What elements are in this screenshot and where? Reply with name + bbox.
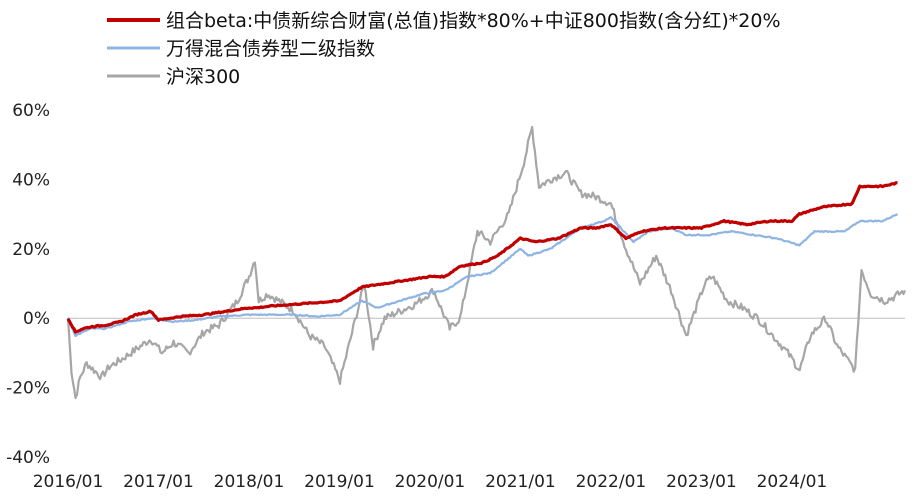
x-tick-label: 2021/01 bbox=[485, 472, 556, 492]
x-axis: 2016/01 2017/01 2018/01 2019/01 2020/01 2021/… bbox=[33, 472, 828, 492]
legend-label: 沪深300 bbox=[166, 66, 240, 88]
x-tick-label: 2016/01 bbox=[33, 472, 104, 492]
x-tick-label: 2024/01 bbox=[757, 472, 828, 492]
x-tick-label: 2017/01 bbox=[123, 472, 194, 492]
x-tick-label: 2020/01 bbox=[395, 472, 466, 492]
legend-label: 组合beta:中债新综合财富(总值)指数*80%+中证800指数(含分红)*20… bbox=[166, 10, 781, 32]
series-line-2 bbox=[66, 125, 906, 400]
x-tick-label: 2022/01 bbox=[576, 472, 647, 492]
y-tick-label: 0% bbox=[23, 309, 50, 329]
y-tick-label: -20% bbox=[6, 379, 50, 399]
y-tick-label: 40% bbox=[12, 170, 50, 190]
legend-label: 万得混合债券型二级指数 bbox=[166, 38, 375, 60]
y-tick-label: 60% bbox=[12, 101, 50, 121]
y-tick-label: 20% bbox=[12, 240, 50, 260]
x-tick-label: 2023/01 bbox=[666, 472, 737, 492]
x-tick-label: 2019/01 bbox=[304, 472, 375, 492]
series-line-0 bbox=[66, 181, 898, 334]
y-axis: -40% -20% 0% 20% 40% 60% bbox=[6, 101, 50, 468]
plot-area bbox=[66, 125, 906, 400]
legend: 组合beta:中债新综合财富(总值)指数*80%+中证800指数(含分红)*20… bbox=[107, 10, 781, 88]
x-tick-label: 2018/01 bbox=[214, 472, 285, 492]
series-line-1 bbox=[66, 213, 899, 338]
y-tick-label: -40% bbox=[6, 448, 50, 468]
